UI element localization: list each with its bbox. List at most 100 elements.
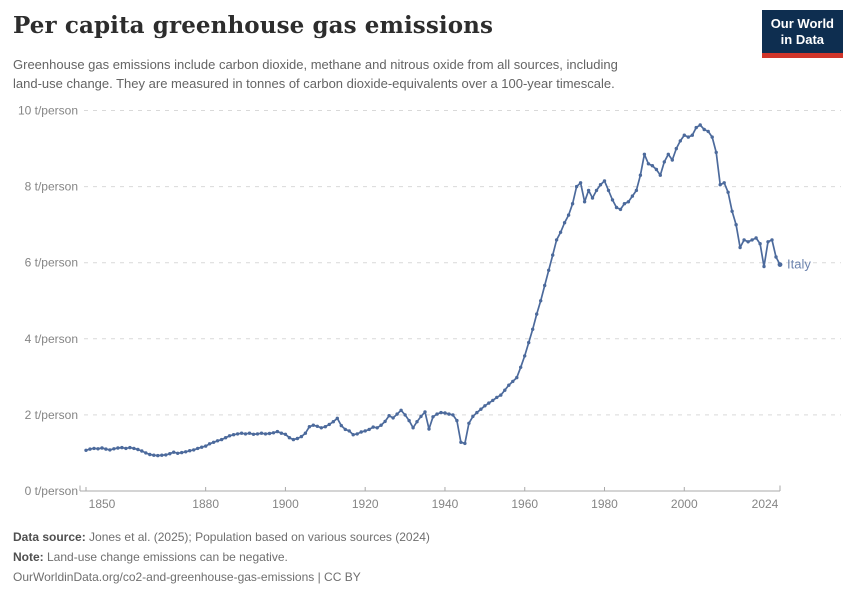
y-axis-tick-label: 4 t/person [25, 332, 78, 346]
data-point [511, 379, 515, 384]
data-point [475, 410, 479, 415]
data-point [259, 431, 264, 435]
x-axis-tick-label: 1940 [432, 497, 459, 511]
data-point [144, 451, 148, 455]
data-point [315, 424, 319, 428]
data-point [367, 427, 371, 432]
data-point [303, 431, 308, 435]
data-point [750, 238, 754, 242]
data-point [646, 162, 651, 166]
data-source-line: Data source: Jones et al. (2025); Popula… [13, 527, 430, 547]
data-point [319, 426, 323, 430]
data-point [399, 408, 403, 412]
data-point [507, 383, 511, 387]
y-axis-tick-label: 8 t/person [25, 180, 78, 194]
data-point [746, 240, 750, 244]
data-point [387, 414, 391, 418]
note-label: Note: [13, 550, 44, 564]
data-point [531, 327, 535, 331]
data-point [706, 129, 710, 134]
data-point [670, 158, 674, 162]
data-point [726, 190, 730, 194]
data-point [128, 445, 132, 450]
data-point [742, 238, 746, 242]
data-point [176, 451, 180, 455]
data-point [774, 255, 778, 259]
x-axis-tick-label: 1960 [511, 497, 538, 511]
data-point [590, 196, 595, 200]
data-point [164, 453, 168, 457]
data-point [519, 365, 523, 369]
data-point [535, 312, 539, 316]
data-point [184, 450, 188, 454]
x-axis-tick-label: 1850 [89, 497, 116, 511]
data-point [467, 421, 471, 425]
series-label-italy: Italy [787, 257, 811, 272]
data-point [196, 446, 200, 451]
data-point [698, 123, 702, 127]
data-point [247, 431, 252, 435]
data-point [136, 447, 140, 452]
data-point [491, 398, 495, 403]
data-point [239, 431, 244, 435]
data-point [271, 431, 276, 435]
data-point [299, 434, 304, 439]
data-point [606, 188, 611, 193]
data-point [451, 413, 455, 417]
data-point [279, 431, 284, 435]
data-point [547, 268, 551, 272]
emissions-line-italy [85, 124, 781, 457]
chart-subtitle: Greenhouse gas emissions include carbon … [13, 57, 618, 91]
data-point [211, 440, 216, 444]
data-point [658, 173, 662, 177]
data-point [168, 452, 172, 456]
data-point [459, 440, 463, 444]
data-point [263, 432, 268, 436]
data-point [578, 181, 583, 185]
data-point [431, 415, 435, 419]
data-point [343, 427, 347, 432]
data-point [267, 431, 272, 436]
data-point [84, 448, 88, 452]
data-point [427, 427, 431, 431]
owid-logo: Our World in Data [761, 10, 843, 58]
data-point [487, 401, 491, 405]
data-point [148, 452, 152, 457]
data-point [443, 411, 447, 415]
data-point [686, 135, 690, 139]
data-point [674, 146, 678, 151]
data-point [770, 238, 774, 242]
data-point [287, 436, 292, 440]
data-point [738, 245, 742, 250]
data-point [283, 432, 288, 436]
data-point [335, 416, 339, 420]
data-point [375, 426, 379, 430]
data-point [347, 429, 351, 433]
data-point [235, 432, 240, 436]
data-point [527, 340, 531, 345]
data-point [156, 453, 160, 458]
data-point [188, 449, 192, 453]
data-point [92, 446, 96, 451]
y-axis-tick-label: 6 t/person [25, 256, 78, 270]
data-point [634, 188, 639, 193]
data-point [311, 423, 315, 427]
url-license-line: OurWorldinData.org/co2-and-greenhouse-ga… [13, 570, 361, 584]
data-point [223, 436, 228, 440]
data-point [371, 425, 375, 429]
data-point [200, 445, 204, 449]
data-point [132, 446, 136, 451]
data-point [251, 432, 256, 436]
data-source-text: Jones et al. (2025); Population based on… [85, 530, 430, 544]
owid-logo-line1: Our World [770, 16, 834, 31]
note-line: Note: Land-use change emissions can be n… [13, 547, 430, 567]
data-point [551, 253, 555, 257]
data-point [383, 419, 387, 424]
data-point [140, 449, 144, 453]
data-point [339, 423, 343, 428]
x-axis-tick-label: 1880 [192, 497, 219, 511]
data-point [447, 412, 451, 416]
data-point [471, 414, 475, 419]
